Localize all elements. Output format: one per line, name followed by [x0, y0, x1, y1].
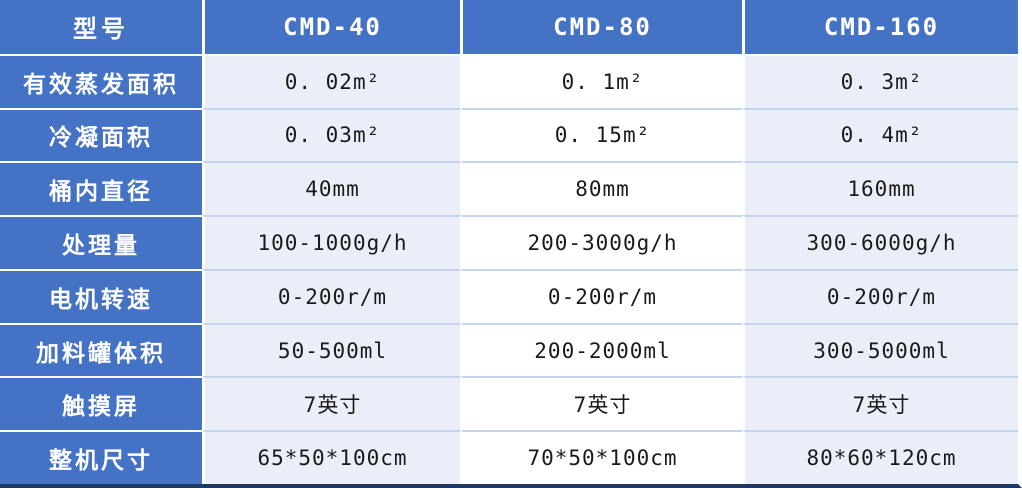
- cell-condensation-area-cmd-40: 0. 03m²: [202, 107, 460, 162]
- cell-throughput-cmd-160: 300-6000g/h: [742, 215, 1018, 269]
- row-label-motor-speed: 电机转速: [0, 268, 202, 323]
- cell-motor-speed-cmd-160: 0-200r/m: [742, 268, 1018, 323]
- header-cmd-40: CMD-40: [202, 0, 460, 54]
- cell-evaporation-area-cmd-40: 0. 02m²: [202, 53, 460, 108]
- row-label-evaporation-area: 有效蒸发面积: [0, 53, 202, 108]
- cell-barrel-diameter-cmd-40: 40mm: [202, 161, 460, 216]
- cell-machine-dimensions-cmd-40: 65*50*100cm: [202, 430, 460, 484]
- header-model-label: 型号: [0, 0, 202, 54]
- row-label-touch-screen: 触摸屏: [0, 376, 202, 431]
- cell-condensation-area-cmd-80: 0. 15m²: [460, 107, 742, 162]
- cell-touch-screen-cmd-160: 7英寸: [742, 376, 1018, 431]
- cell-feed-tank-volume-cmd-80: 200-2000ml: [460, 322, 742, 377]
- cell-feed-tank-volume-cmd-160: 300-5000ml: [742, 322, 1018, 377]
- cell-machine-dimensions-cmd-160: 80*60*120cm: [742, 430, 1018, 484]
- row-label-feed-tank-volume: 加料罐体积: [0, 322, 202, 377]
- cell-touch-screen-cmd-40: 7英寸: [202, 376, 460, 431]
- cell-barrel-diameter-cmd-80: 80mm: [460, 161, 742, 216]
- cell-feed-tank-volume-cmd-40: 50-500ml: [202, 322, 460, 377]
- cell-condensation-area-cmd-160: 0. 4m²: [742, 107, 1018, 162]
- row-label-machine-dimensions: 整机尺寸: [0, 430, 202, 484]
- cell-evaporation-area-cmd-80: 0. 1m²: [460, 53, 742, 108]
- cell-throughput-cmd-40: 100-1000g/h: [202, 215, 460, 269]
- row-label-barrel-diameter: 桶内直径: [0, 161, 202, 216]
- cell-barrel-diameter-cmd-160: 160mm: [742, 161, 1018, 216]
- cell-machine-dimensions-cmd-80: 70*50*100cm: [460, 430, 742, 484]
- cell-motor-speed-cmd-80: 0-200r/m: [460, 268, 742, 323]
- header-cmd-80: CMD-80: [460, 0, 742, 54]
- cell-evaporation-area-cmd-160: 0. 3m²: [742, 53, 1018, 108]
- row-label-condensation-area: 冷凝面积: [0, 107, 202, 162]
- header-cmd-160: CMD-160: [742, 0, 1018, 54]
- cell-throughput-cmd-80: 200-3000g/h: [460, 215, 742, 269]
- cell-touch-screen-cmd-80: 7英寸: [460, 376, 742, 431]
- cell-motor-speed-cmd-40: 0-200r/m: [202, 268, 460, 323]
- row-label-throughput: 处理量: [0, 215, 202, 269]
